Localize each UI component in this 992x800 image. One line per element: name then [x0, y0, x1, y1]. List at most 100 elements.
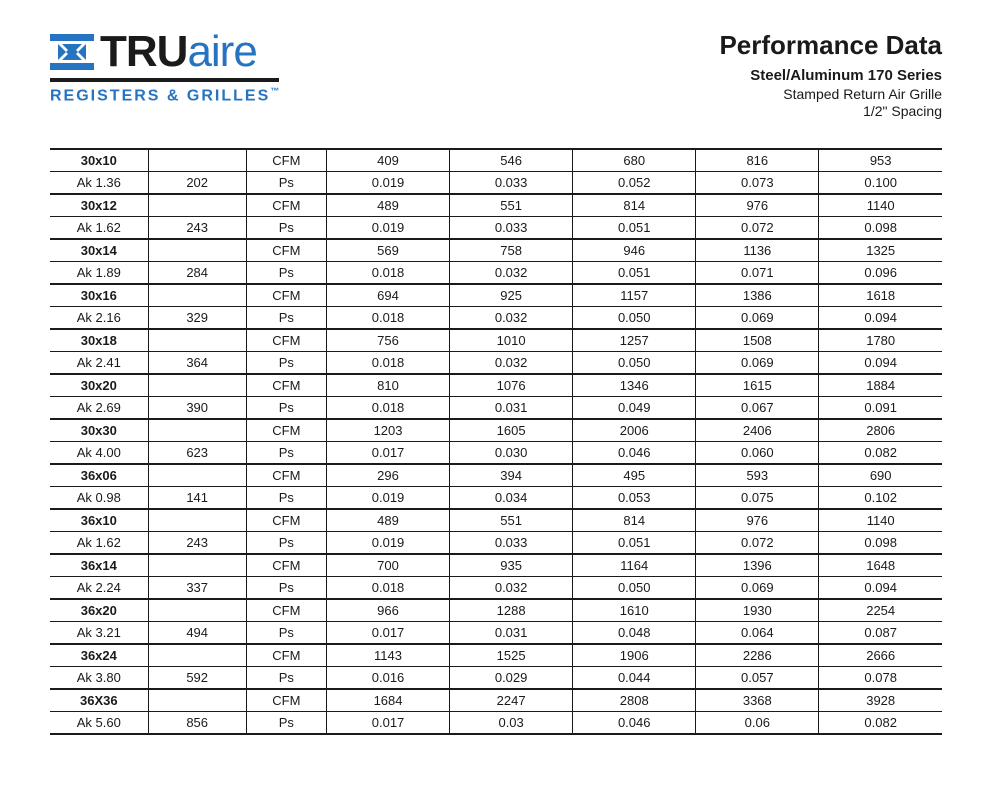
ps-value: 0.017	[326, 622, 449, 645]
ps-value: 0.078	[819, 667, 942, 690]
cfm-value: 1203	[326, 419, 449, 442]
ak-cell: Ak 4.00	[50, 442, 148, 465]
cfm-value: 925	[450, 284, 573, 307]
title-block: Performance Data Steel/Aluminum 170 Seri…	[719, 30, 942, 120]
logo-text-part1: TRU	[100, 27, 187, 76]
cfm-value: 694	[326, 284, 449, 307]
ps-value: 0.069	[696, 352, 819, 375]
flow-cell-empty	[148, 374, 246, 397]
ak-cell: Ak 0.98	[50, 487, 148, 510]
ps-value: 0.016	[326, 667, 449, 690]
flow-cell-empty	[148, 149, 246, 172]
cfm-value: 758	[450, 239, 573, 262]
ps-value: 0.098	[819, 532, 942, 555]
ps-value: 0.032	[450, 307, 573, 330]
ps-value: 0.029	[450, 667, 573, 690]
cfm-value: 1010	[450, 329, 573, 352]
metric-label-cfm: CFM	[246, 509, 326, 532]
cfm-value: 1930	[696, 599, 819, 622]
ps-value: 0.033	[450, 217, 573, 240]
metric-label-ps: Ps	[246, 442, 326, 465]
table-group: 30x16CFM694925115713861618Ak 2.16329Ps0.…	[50, 284, 942, 329]
flow-cell: 337	[148, 577, 246, 600]
table-row: Ak 1.62243Ps0.0190.0330.0510.0720.098	[50, 532, 942, 555]
ps-value: 0.019	[326, 487, 449, 510]
table-row: Ak 1.62243Ps0.0190.0330.0510.0720.098	[50, 217, 942, 240]
ps-value: 0.049	[573, 397, 696, 420]
cfm-value: 1605	[450, 419, 573, 442]
page-subtitle-1: Steel/Aluminum 170 Series	[719, 67, 942, 84]
ps-value: 0.072	[696, 532, 819, 555]
ps-value: 0.050	[573, 577, 696, 600]
ps-value: 0.094	[819, 577, 942, 600]
flow-cell: 856	[148, 712, 246, 735]
cfm-value: 1325	[819, 239, 942, 262]
ps-value: 0.069	[696, 577, 819, 600]
logo-text: TRUaire	[100, 30, 257, 74]
page-title: Performance Data	[719, 30, 942, 61]
table-row: 36x24CFM11431525190622862666	[50, 644, 942, 667]
cfm-value: 394	[450, 464, 573, 487]
logo-block: TRUaire REGISTERS & GRILLES™	[50, 30, 279, 105]
cfm-value: 690	[819, 464, 942, 487]
cfm-value: 1615	[696, 374, 819, 397]
flow-cell: 284	[148, 262, 246, 285]
page-subtitle-2: Stamped Return Air Grille	[719, 86, 942, 102]
ps-value: 0.019	[326, 217, 449, 240]
flow-cell: 202	[148, 172, 246, 195]
cfm-value: 1884	[819, 374, 942, 397]
ps-value: 0.051	[573, 262, 696, 285]
metric-label-ps: Ps	[246, 217, 326, 240]
table-row: Ak 1.89284Ps0.0180.0320.0510.0710.096	[50, 262, 942, 285]
table-row: 36X36CFM16842247280833683928	[50, 689, 942, 712]
ps-value: 0.031	[450, 397, 573, 420]
ps-value: 0.102	[819, 487, 942, 510]
ak-cell: Ak 2.16	[50, 307, 148, 330]
ps-value: 0.032	[450, 577, 573, 600]
size-cell: 30x20	[50, 374, 148, 397]
cfm-value: 2806	[819, 419, 942, 442]
flow-cell: 329	[148, 307, 246, 330]
table-group: 30x20CFM8101076134616151884Ak 2.69390Ps0…	[50, 374, 942, 419]
ps-value: 0.06	[696, 712, 819, 735]
ps-value: 0.031	[450, 622, 573, 645]
ps-value: 0.018	[326, 577, 449, 600]
ak-cell: Ak 2.41	[50, 352, 148, 375]
ps-value: 0.064	[696, 622, 819, 645]
page-subtitle-3: 1/2" Spacing	[719, 103, 942, 119]
ps-value: 0.017	[326, 712, 449, 735]
table-group: 30x10CFM409546680816953Ak 1.36202Ps0.019…	[50, 149, 942, 194]
ak-cell: Ak 2.69	[50, 397, 148, 420]
cfm-value: 2808	[573, 689, 696, 712]
flow-cell: 390	[148, 397, 246, 420]
tagline-text: REGISTERS & GRILLES	[50, 87, 270, 104]
ps-value: 0.046	[573, 712, 696, 735]
cfm-value: 551	[450, 509, 573, 532]
metric-label-cfm: CFM	[246, 644, 326, 667]
table-row: Ak 4.00623Ps0.0170.0300.0460.0600.082	[50, 442, 942, 465]
trademark-symbol: ™	[270, 86, 279, 96]
metric-label-cfm: CFM	[246, 149, 326, 172]
cfm-value: 1076	[450, 374, 573, 397]
cfm-value: 680	[573, 149, 696, 172]
metric-label-ps: Ps	[246, 532, 326, 555]
cfm-value: 935	[450, 554, 573, 577]
cfm-value: 1140	[819, 194, 942, 217]
ps-value: 0.098	[819, 217, 942, 240]
size-cell: 36x10	[50, 509, 148, 532]
table-row: Ak 2.69390Ps0.0180.0310.0490.0670.091	[50, 397, 942, 420]
cfm-value: 495	[573, 464, 696, 487]
ak-cell: Ak 3.21	[50, 622, 148, 645]
table-row: 36x14CFM700935116413961648	[50, 554, 942, 577]
table-row: 30x20CFM8101076134616151884	[50, 374, 942, 397]
table-group: 30x12CFM4895518149761140Ak 1.62243Ps0.01…	[50, 194, 942, 239]
flow-cell-empty	[148, 284, 246, 307]
cfm-value: 2254	[819, 599, 942, 622]
metric-label-cfm: CFM	[246, 419, 326, 442]
ps-value: 0.033	[450, 532, 573, 555]
metric-label-cfm: CFM	[246, 194, 326, 217]
table-group: 30x14CFM56975894611361325Ak 1.89284Ps0.0…	[50, 239, 942, 284]
cfm-value: 2406	[696, 419, 819, 442]
metric-label-cfm: CFM	[246, 554, 326, 577]
cfm-value: 816	[696, 149, 819, 172]
